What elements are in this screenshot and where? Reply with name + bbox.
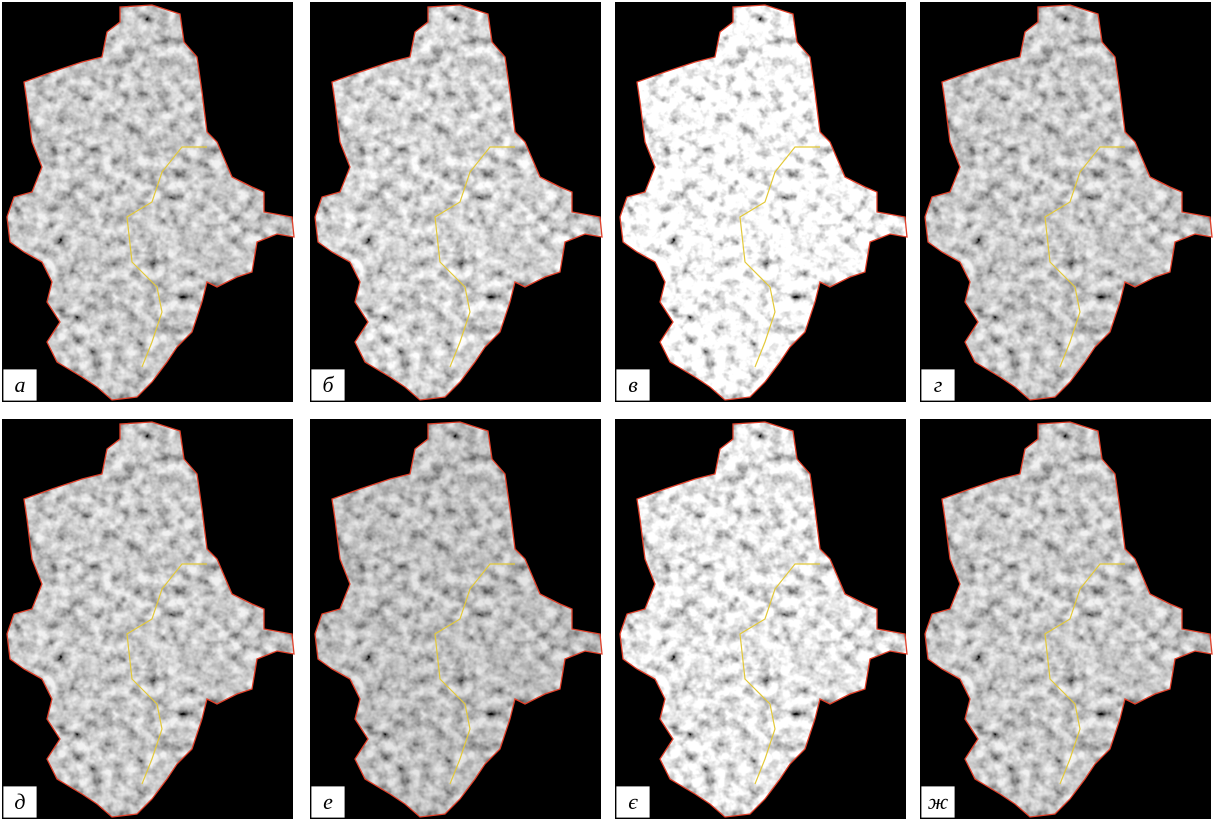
map-panel: а [2, 2, 294, 402]
map-panel: е [310, 419, 602, 819]
map-panel: б [310, 2, 602, 402]
panel-label: е [323, 789, 333, 814]
map-panel: в [615, 2, 907, 402]
panel-label: б [322, 372, 334, 397]
map-panel: ж [920, 419, 1212, 819]
figure: а б в г д е є ж [0, 0, 1213, 819]
map-panel: г [920, 2, 1212, 402]
map-panel: є [615, 419, 907, 819]
panel-label: а [15, 372, 26, 397]
panel-label: д [14, 789, 25, 814]
panel-label: є [628, 789, 638, 814]
panel-label: в [628, 372, 638, 397]
panel-label: г [934, 372, 943, 397]
map-panel: д [2, 419, 294, 819]
panel-label: ж [928, 789, 949, 814]
